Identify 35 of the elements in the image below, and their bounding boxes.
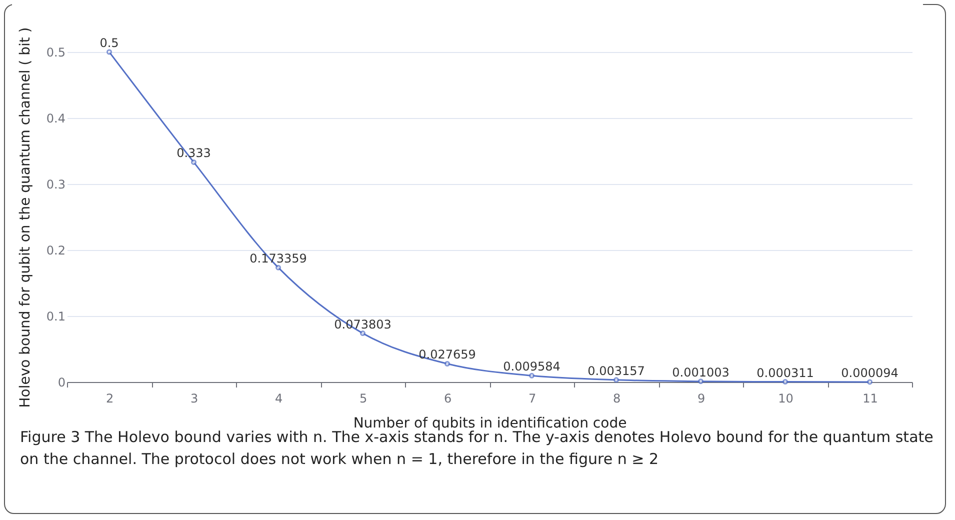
data-label: 0.000094 — [841, 366, 898, 380]
y-tick-label: 0 — [58, 376, 66, 390]
x-tick-label: 7 — [528, 392, 536, 406]
point — [698, 378, 704, 384]
point — [529, 372, 534, 378]
data-label: 0.000311 — [756, 366, 814, 380]
x-axis-title: Number of qubits in identification code — [353, 416, 627, 432]
y-axis-title: Holevo bound for qubit on the quantum channel ( bit ) — [17, 27, 34, 408]
x-tick-label: 6 — [444, 392, 452, 406]
data-label: 0.003157 — [588, 364, 645, 378]
point — [867, 379, 872, 385]
point — [106, 49, 112, 55]
y-tick-label: 0.2 — [46, 244, 66, 258]
x-tick-label: 2 — [106, 392, 114, 406]
data-label: 0.001003 — [672, 365, 730, 380]
point — [360, 330, 366, 336]
data-label: 0.5 — [100, 36, 119, 50]
point — [276, 264, 281, 270]
x-tick-label: 9 — [697, 392, 706, 406]
point — [782, 379, 788, 385]
y-tick-label: 0.1 — [46, 310, 66, 324]
x-tick-label: 5 — [359, 392, 368, 406]
point — [444, 361, 450, 366]
data-label: 0.027659 — [418, 348, 476, 362]
x-tick-label: 11 — [862, 392, 878, 406]
data-label: 0.009584 — [503, 360, 560, 374]
x-tick-label: 4 — [274, 392, 283, 406]
x-tick-label: 8 — [612, 392, 621, 406]
point — [614, 377, 619, 383]
y-tick-label: 0.3 — [46, 178, 66, 192]
x-tick-label: 10 — [778, 392, 794, 406]
y-tick-label: 0.4 — [46, 112, 66, 126]
x-tick-label: 3 — [190, 392, 198, 406]
y-tick-label: 0.5 — [46, 46, 66, 60]
point — [191, 159, 196, 165]
